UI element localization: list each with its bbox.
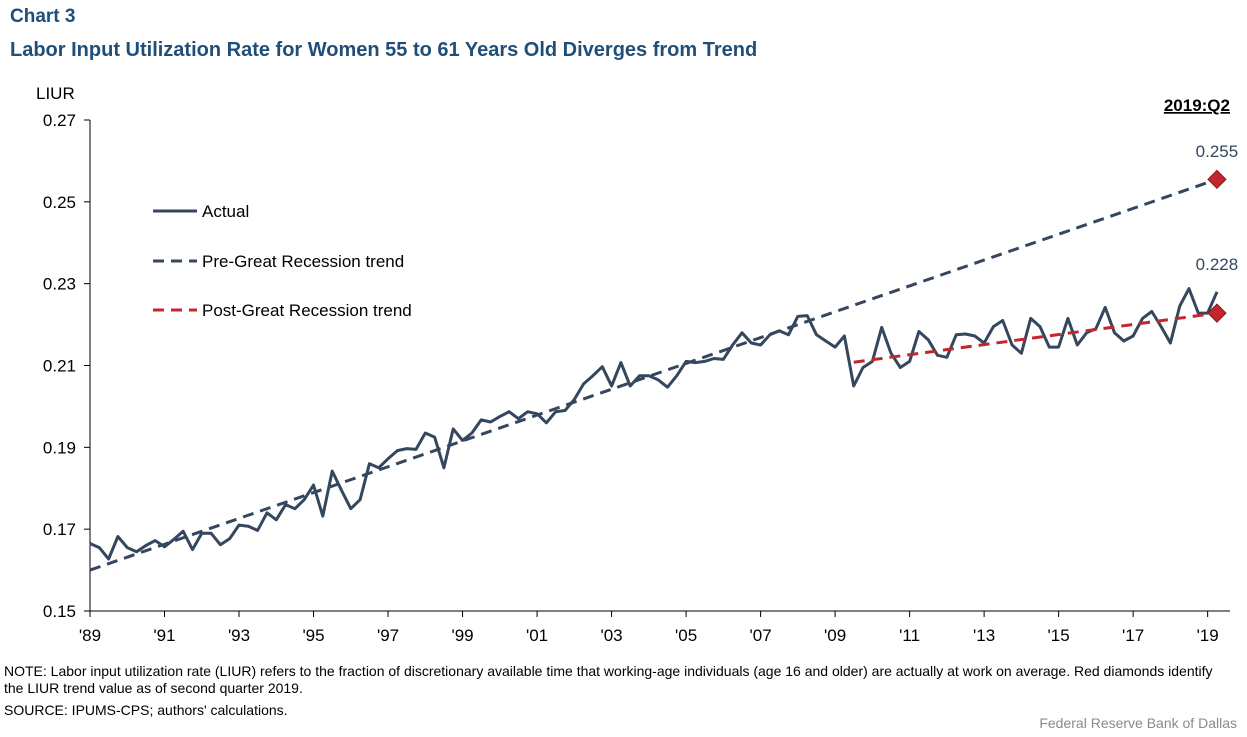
actual-series-line [89,287,1219,561]
x-tick-label: '01 [526,626,548,645]
y-axis-label: LIUR [36,84,75,103]
chart-note: NOTE: Labor input utilization rate (LIUR… [4,663,1213,696]
x-tick-label: '99 [451,626,473,645]
x-tick-label: '07 [750,626,772,645]
y-tick-label: 0.27 [43,111,76,130]
y-tick-label: 0.23 [43,275,76,294]
x-tick-label: '89 [79,626,101,645]
y-tick-label: 0.21 [43,357,76,376]
legend-label: Actual [202,202,249,221]
y-tick-label: 0.17 [43,520,76,539]
pre-trend-value-label: 0.255 [1196,142,1239,161]
y-tick-label: 0.15 [43,602,76,621]
y-tick-label: 0.19 [43,438,76,457]
x-tick-label: '91 [153,626,175,645]
y-tick-label: 0.25 [43,193,76,212]
x-tick-label: '19 [1197,626,1219,645]
post-trend-end-diamond [1207,303,1227,323]
pre-trend-end-diamond [1207,169,1227,190]
pre-recession-trend-line [89,177,1218,572]
publisher-credit: Federal Reserve Bank of Dallas [1039,715,1237,731]
chart-number: Chart 3 [10,6,76,27]
x-tick-label: '13 [973,626,995,645]
legend-label: Post-Great Recession trend [202,301,412,320]
chart-source: SOURCE: IPUMS-CPS; authors' calculations… [4,702,288,718]
x-tick-label: '97 [377,626,399,645]
post-recession-trend-line [853,311,1218,364]
period-label: 2019:Q2 [1164,96,1230,115]
x-tick-label: '09 [824,626,846,645]
post-trend-value-label: 0.228 [1196,255,1239,274]
x-tick-label: '17 [1122,626,1144,645]
chart-plot: 0.15 0.17 0.19 0.21 0.23 0.25 0.27 LIUR '89 '91 '9… [36,84,1239,645]
x-tick-label: '93 [228,626,250,645]
x-tick-label: '95 [302,626,324,645]
x-tick-label: '03 [600,626,622,645]
legend-label: Pre-Great Recession trend [202,252,404,271]
chart-title: Labor Input Utilization Rate for Women 5… [10,39,758,61]
x-tick-label: '15 [1048,626,1070,645]
x-tick-label: '05 [675,626,697,645]
x-tick-label: '11 [899,626,920,645]
